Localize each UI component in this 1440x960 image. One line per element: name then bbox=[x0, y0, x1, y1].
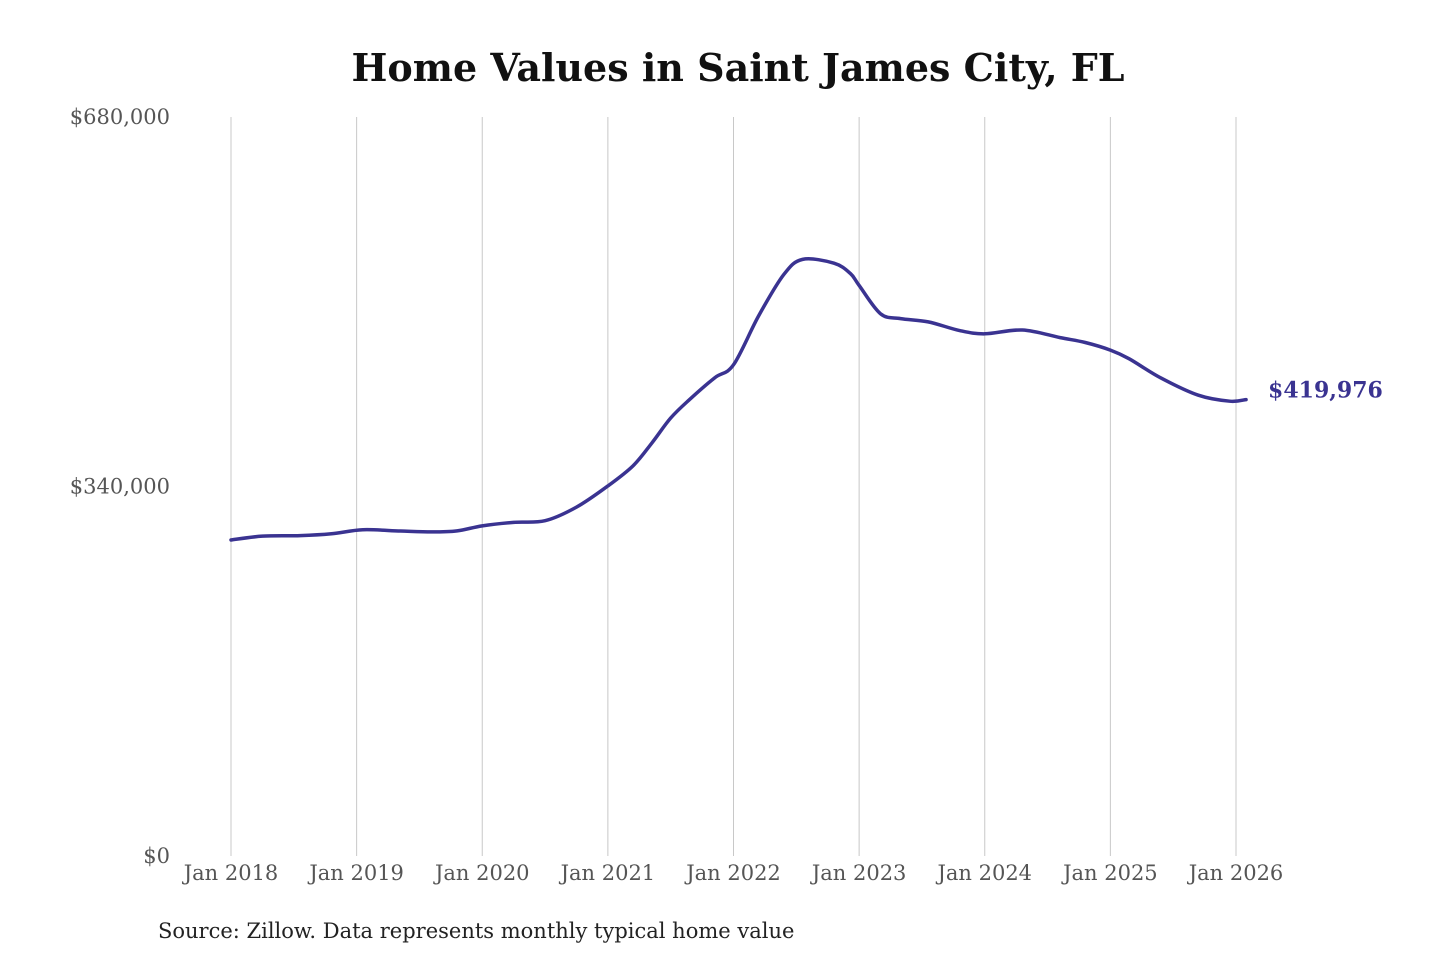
x-tick-label: Jan 2019 bbox=[307, 861, 404, 885]
x-tick-label: Jan 2018 bbox=[182, 861, 279, 885]
y-tick-label: $0 bbox=[143, 844, 170, 868]
series-line bbox=[229, 257, 1248, 542]
y-tick-label: $680,000 bbox=[70, 105, 170, 129]
source-note: Source: Zillow. Data represents monthly … bbox=[158, 919, 794, 943]
x-tick-label: Jan 2025 bbox=[1061, 861, 1158, 885]
chart-title: Home Values in Saint James City, FL bbox=[352, 45, 1125, 90]
x-tick-label: Jan 2024 bbox=[935, 861, 1032, 885]
x-tick-label: Jan 2023 bbox=[810, 861, 907, 885]
y-tick-label: $340,000 bbox=[70, 475, 170, 499]
x-tick-label: Jan 2026 bbox=[1187, 861, 1284, 885]
x-tick-label: Jan 2022 bbox=[684, 861, 781, 885]
x-tick-label: Jan 2021 bbox=[559, 861, 656, 885]
last-value-label: $419,976 bbox=[1268, 378, 1383, 404]
x-tick-label: Jan 2020 bbox=[433, 861, 530, 885]
